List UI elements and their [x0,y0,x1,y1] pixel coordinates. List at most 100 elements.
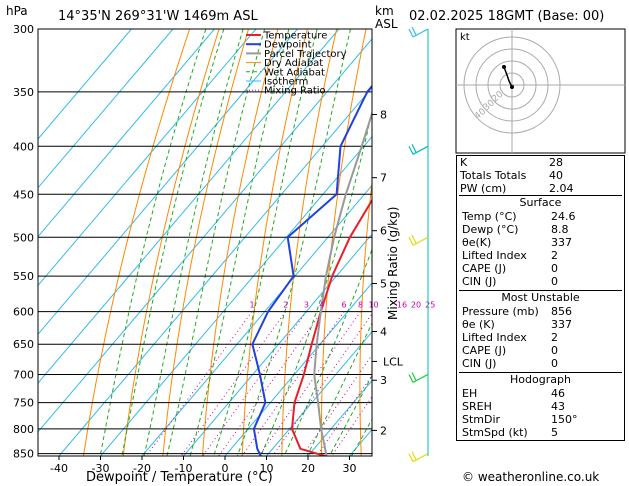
table-row: K 28 [457,156,624,169]
row-key: SREH [462,400,492,413]
wind-barb-flag [408,453,414,462]
table-row: SREH 43 [459,400,622,413]
mixing-ratio-label: 6 [342,301,347,310]
wind-barb [408,372,429,383]
row-key: Lifted Index [462,331,527,344]
x-tick-label: 0 [222,462,229,475]
legend-label: Parcel Trajectory [264,49,347,60]
dry-adiabat-line [162,29,249,456]
table-row: CAPE (J) 0 [459,344,622,357]
plot-frame [37,28,373,457]
wet-adiabat-line [260,109,372,456]
wind-barb-staff [412,373,429,383]
row-key: Dewp (°C) [462,223,519,236]
pressure-tick-label: 700 [13,368,34,381]
table-row: PW (cm) 2.04 [457,182,624,195]
table-row: CIN (J) 0 [459,357,622,370]
row-value: 43 [551,400,565,413]
mixing-ratio-line [217,311,323,456]
isotherm-line [141,184,372,456]
wind-barb [408,144,429,155]
isotherm-line [38,29,215,238]
mixing-ratio-line [331,395,372,456]
row-value: 0 [551,262,558,275]
km-tick-label: 4 [380,325,387,338]
row-key: CIN (J) [462,357,497,370]
hpa-axis-title: hPa [6,4,28,18]
wet-adiabat-line [213,29,318,456]
dry-adiabat-line [397,29,425,458]
pressure-tick-label: 650 [13,338,34,351]
x-tick-label: -30 [92,462,110,475]
table-row: Lifted Index 2 [459,331,622,344]
wet-adiabat-line [143,29,244,456]
table-row: CIN (J) 0 [459,275,622,288]
wet-adiabat-line [99,29,207,456]
profile-traces [251,84,372,456]
x-tick-label: 20 [301,462,315,475]
hodograph-frame [455,28,626,154]
wet-adiabat-line [189,29,290,456]
pressure-tick-label: 550 [13,270,34,283]
x-tick-label: -40 [50,462,68,475]
mixing-ratio-line [180,311,287,456]
pressure-tick-label: 800 [13,423,34,436]
row-key: CIN (J) [462,275,497,288]
legend-label: Mixing Ratio [264,86,326,97]
row-key: θe (K) [462,318,495,331]
km-axis-title: km [375,4,394,18]
row-value: 337 [551,236,572,249]
row-key: θe(K) [462,236,492,249]
row-value: 8.8 [551,223,569,236]
mixing-ratio-axis-label: Mixing Ratio (g/kg) [386,206,400,320]
wind-barb-flag [408,146,414,155]
table-row: θe (K) 337 [459,318,622,331]
row-value: 40 [549,169,563,182]
dry-adiabat-line [122,29,220,456]
km-tick-label: 2 [380,424,387,437]
asl-axis-title: ASL [375,17,398,31]
mixing-ratio-label: 2 [283,301,288,310]
row-value: 150° [551,413,578,426]
wind-barb-staff [412,28,429,38]
table-row: Totals Totals 40 [457,169,624,182]
km-tick-label: 8 [380,109,387,122]
row-value: 5 [551,426,558,439]
table-row: EH 46 [459,387,622,400]
km-tick-label: 7 [380,172,387,185]
wind-barb-staff [412,145,429,155]
mixing-ratio-label: 4 [319,301,324,310]
row-key: StmSpd (kt) [462,426,528,439]
row-value: 2.04 [549,182,574,195]
table-row: CAPE (J) 0 [459,262,622,275]
row-value: 0 [551,275,558,288]
wind-barb-flag [408,374,414,383]
most-unstable-section: Most Unstable Pressure (mb) 856 θe (K) 337 L… [459,290,622,370]
dry-adiabat-line [433,29,454,458]
wind-barb [408,234,429,246]
isotherm-line [58,86,372,456]
copyright: © weatheronline.co.uk [462,470,600,484]
km-tick-label: 6 [380,225,387,238]
table-row: Dewp (°C) 8.8 [459,223,622,236]
x-tick-label: 10 [260,462,274,475]
isotherm-line [38,29,340,384]
row-value: 46 [551,387,565,400]
wind-barb-flag [411,26,417,36]
station-location: 14°35'N 269°31'W 1469m ASL [58,9,258,24]
legend-label: Isotherm [264,77,308,88]
mixing-ratio-labels: 1 2 3 4 6 8 10 16 20 25 [250,301,436,310]
wet-adiabat-line [236,29,351,456]
row-key: PW (cm) [460,182,507,195]
forecast-datetime: 02.02.2025 18GMT (Base: 00) [409,9,605,24]
row-value: 24.6 [551,210,576,223]
table-row: Lifted Index 2 [459,249,622,262]
mixing-ratio-line [316,374,372,456]
row-value: 2 [551,331,558,344]
axes: 300350400450500550600650700750800850-40-… [13,23,404,475]
table-row: StmSpd (kt) 5 [459,426,622,439]
hodograph-point [510,85,514,89]
dry-adiabat-line [281,29,338,456]
row-key: CAPE (J) [462,262,507,275]
isotherm-line [183,233,372,456]
